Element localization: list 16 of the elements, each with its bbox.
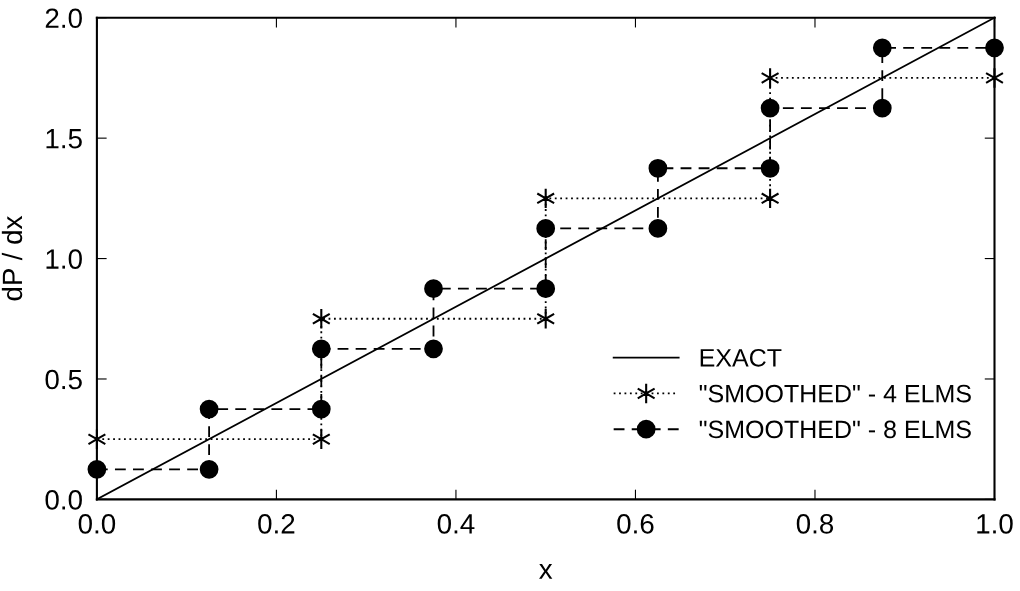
y-tick-label: 0.0 bbox=[45, 490, 82, 510]
x-tick-label: 0.8 bbox=[796, 514, 834, 534]
y-tick-label: 1.0 bbox=[46, 249, 82, 269]
y-tick-label: 2.0 bbox=[45, 8, 82, 29]
legend-label: "SMOOTHED" - 4 ELMS bbox=[699, 384, 971, 403]
x-tick-label: 0.4 bbox=[437, 514, 475, 534]
y-tick-label: 0.5 bbox=[45, 369, 82, 390]
x-tick-label: 1.0 bbox=[977, 514, 1013, 534]
y-tick-label: 1.5 bbox=[46, 129, 82, 149]
x-tick-label: 0.2 bbox=[258, 514, 295, 534]
legend-label: EXACT bbox=[700, 348, 782, 367]
x-axis-title: x bbox=[539, 564, 553, 579]
x-tick-label: 0.6 bbox=[617, 514, 654, 534]
y-axis-title: dP / dx bbox=[1, 215, 23, 301]
x-tick-label: 0.0 bbox=[78, 514, 116, 534]
legend-label: "SMOOTHED" - 8 ELMS bbox=[699, 420, 971, 439]
